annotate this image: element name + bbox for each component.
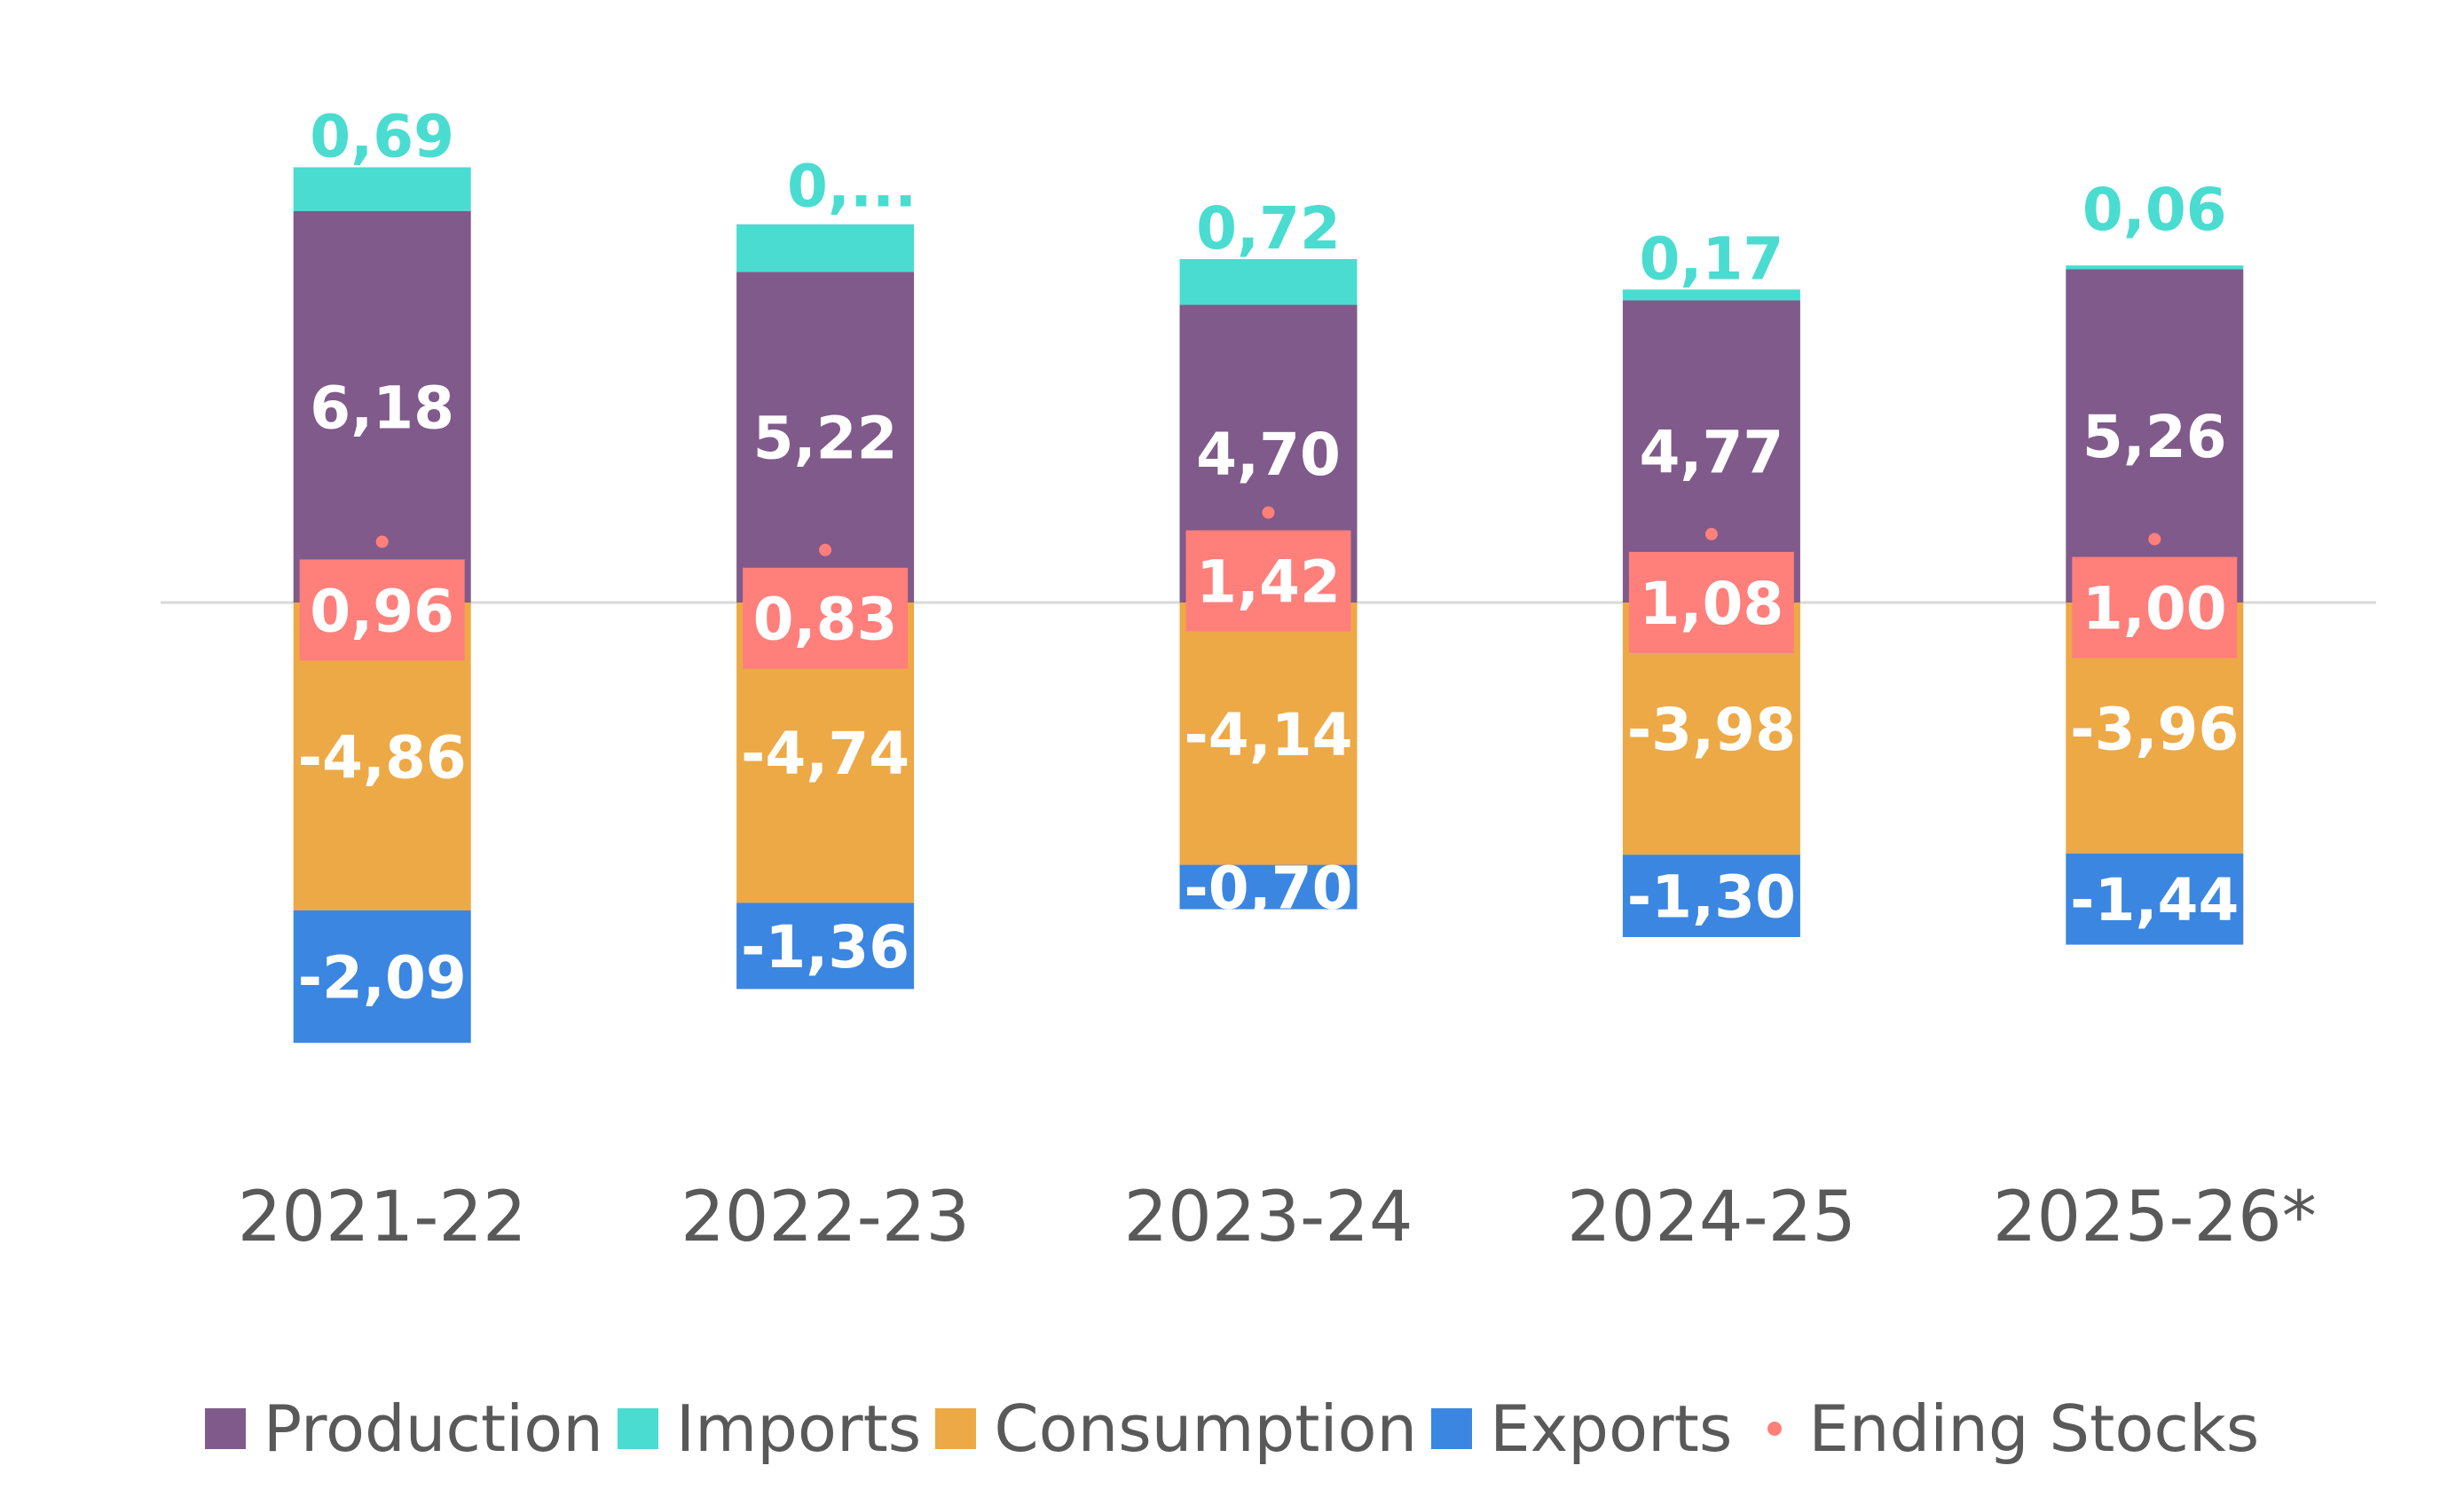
ending-stocks-label-2023-24: 1,42: [1196, 548, 1341, 617]
ending-stocks-point-2022-23: [819, 543, 832, 556]
ending-stocks-label-2021-22: 0,96: [310, 577, 454, 645]
category-label-2025-26: 2025-26*: [1993, 1178, 2317, 1257]
legend-item-consumption[interactable]: Consumption: [935, 1391, 1417, 1466]
ending-stocks-label-box-2025-26: [2072, 556, 2238, 658]
label-exports-2021-22: -2,09: [298, 944, 467, 1013]
bar-exports-2025-26: [2066, 853, 2244, 945]
label-exports-2024-25: -1,30: [1627, 863, 1796, 932]
label-production-2022-23: 5,22: [753, 405, 898, 473]
bar-consumption-2023-24: [1179, 603, 1358, 865]
bar-exports-2023-24: [1179, 864, 1358, 910]
label-production-2025-26: 5,26: [2082, 403, 2227, 471]
ending-stocks-label-box-2021-22: [299, 559, 465, 661]
label-consumption-2025-26: -3,96: [2070, 695, 2239, 763]
legend-label-consumption: Consumption: [994, 1391, 1418, 1466]
legend-swatch-consumption: [935, 1408, 977, 1449]
segment-labels-group: 6,18 -4,86 -2,09 0,69 5,22 -4,74 -1,36 0,... 4,7…: [298, 102, 2240, 1012]
legend-swatch-imports: [617, 1408, 658, 1449]
label-imports-2023-24: 0,72: [1196, 194, 1341, 263]
legend-label-imports: Imports: [675, 1391, 922, 1466]
category-label-2024-25: 2024-25: [1567, 1178, 1856, 1257]
ending-stocks-group: 0,96 0,83 1,42 1,08 1,00: [299, 506, 2238, 669]
legend-item-exports[interactable]: Exports: [1431, 1391, 1732, 1466]
label-production-2021-22: 6,18: [310, 374, 454, 442]
legend-item-imports[interactable]: Imports: [617, 1391, 922, 1466]
label-exports-2025-26: -1,44: [2070, 866, 2239, 934]
legend-label-ending-stocks: Ending Stocks: [1808, 1391, 2260, 1466]
ending-stocks-point-2024-25: [1704, 527, 1718, 540]
ending-stocks-label-box-2023-24: [1185, 530, 1351, 632]
bar-exports-2022-23: [736, 902, 915, 989]
bar-exports-2021-22: [293, 910, 471, 1044]
legend-dot-ending-stocks: [1767, 1422, 1783, 1436]
bar-imports-2022-23: [736, 224, 915, 272]
category-label-2023-24: 2023-24: [1124, 1178, 1413, 1257]
bar-imports-2023-24: [1179, 259, 1358, 305]
bar-exports-2024-25: [1622, 855, 1800, 937]
ending-stocks-label-2024-25: 1,08: [1639, 570, 1783, 638]
label-imports-2024-25: 0,17: [1639, 225, 1783, 293]
legend-label-exports: Exports: [1490, 1391, 1733, 1466]
bar-production-2025-26: [2066, 269, 2244, 603]
label-consumption-2022-23: -4,74: [741, 720, 909, 788]
label-production-2023-24: 4,70: [1196, 421, 1341, 489]
label-imports-2025-26: 0,06: [2082, 176, 2227, 244]
ending-stocks-label-box-2022-23: [743, 567, 909, 669]
legend-swatch-exports: [1431, 1408, 1473, 1449]
category-label-2021-22: 2021-22: [238, 1178, 527, 1257]
bar-imports-2021-22: [293, 167, 471, 211]
bar-imports-2024-25: [1622, 289, 1800, 301]
category-label-2022-23: 2022-23: [681, 1178, 970, 1257]
legend: Production Imports Consumption Exports E…: [0, 1384, 2464, 1473]
legend-item-ending-stocks[interactable]: Ending Stocks: [1746, 1391, 2259, 1466]
ending-stocks-label-box-2024-25: [1628, 551, 1794, 653]
ending-stocks-label-2025-26: 1,00: [2082, 575, 2227, 643]
legend-swatch-production: [204, 1408, 246, 1449]
label-production-2024-25: 4,77: [1639, 419, 1783, 487]
label-imports-2022-23: 0,...: [787, 153, 917, 221]
bar-imports-2025-26: [2066, 265, 2244, 270]
label-exports-2022-23: -1,36: [741, 913, 909, 981]
label-imports-2021-22: 0,69: [310, 102, 454, 170]
ending-stocks-point-2025-26: [2148, 532, 2161, 546]
ending-stocks-label-2022-23: 0,83: [753, 586, 898, 654]
legend-item-production[interactable]: Production: [204, 1391, 603, 1466]
label-consumption-2023-24: -4,14: [1184, 701, 1352, 769]
label-consumption-2024-25: -3,98: [1627, 696, 1796, 764]
ending-stocks-point-2021-22: [375, 535, 389, 548]
ending-stocks-point-2023-24: [1262, 506, 1275, 519]
label-consumption-2021-22: -4,86: [298, 724, 467, 792]
category-labels-group: 2021-22 2022-23 2023-24 2024-25 2025-26*: [238, 1178, 2317, 1257]
label-exports-2023-24: -0,70: [1184, 855, 1352, 923]
legend-label-production: Production: [263, 1391, 603, 1466]
